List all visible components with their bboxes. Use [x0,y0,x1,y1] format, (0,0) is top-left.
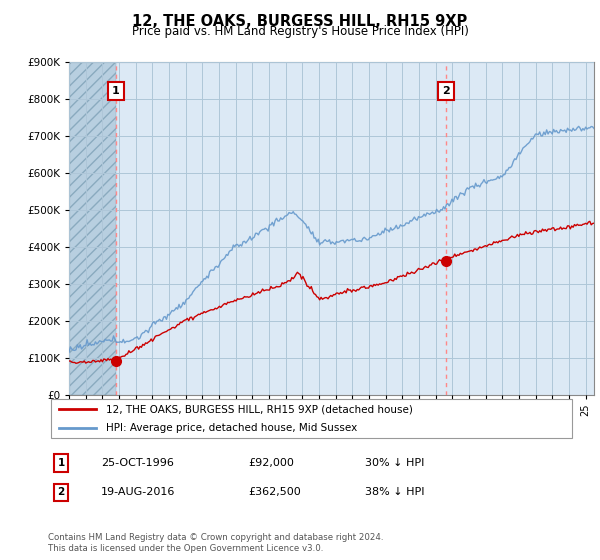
Bar [69,62,116,395]
Text: Price paid vs. HM Land Registry's House Price Index (HPI): Price paid vs. HM Land Registry's House … [131,25,469,38]
FancyBboxPatch shape [50,399,572,438]
Text: 2: 2 [442,86,450,96]
Text: Contains HM Land Registry data © Crown copyright and database right 2024.
This d: Contains HM Land Registry data © Crown c… [48,533,383,553]
Text: 12, THE OAKS, BURGESS HILL, RH15 9XP (detached house): 12, THE OAKS, BURGESS HILL, RH15 9XP (de… [106,404,413,414]
Text: £362,500: £362,500 [248,487,301,497]
Text: 25-OCT-1996: 25-OCT-1996 [101,458,173,468]
Text: 38% ↓ HPI: 38% ↓ HPI [365,487,424,497]
Text: 19-AUG-2016: 19-AUG-2016 [101,487,175,497]
Text: HPI: Average price, detached house, Mid Sussex: HPI: Average price, detached house, Mid … [106,423,358,433]
Text: 1: 1 [58,458,65,468]
Text: 1: 1 [112,86,120,96]
Text: 30% ↓ HPI: 30% ↓ HPI [365,458,424,468]
Text: 12, THE OAKS, BURGESS HILL, RH15 9XP: 12, THE OAKS, BURGESS HILL, RH15 9XP [133,14,467,29]
Bar [69,62,116,395]
Text: 2: 2 [58,487,65,497]
Text: £92,000: £92,000 [248,458,295,468]
